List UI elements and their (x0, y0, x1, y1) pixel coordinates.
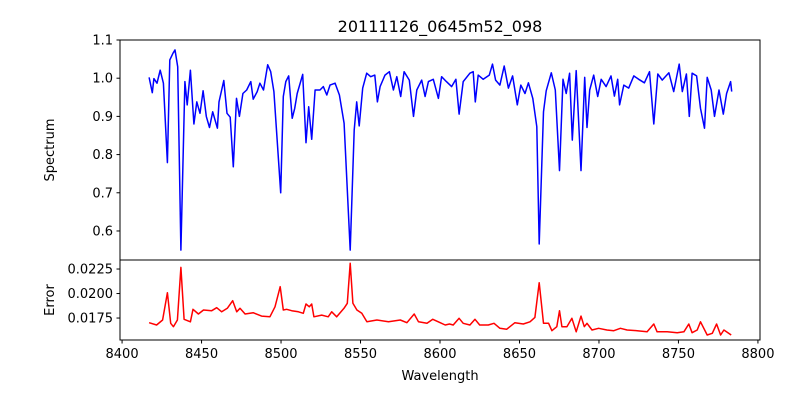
y-tick-label: 0.6 (92, 224, 113, 239)
y-tick-label: 0.8 (92, 148, 113, 163)
x-axis-label: Wavelength (401, 369, 478, 384)
error-series-line (148, 262, 732, 336)
x-tick-label: 8700 (582, 347, 615, 362)
chart-title: 20111126_0645m52_098 (338, 17, 543, 37)
x-tick-label: 8550 (344, 347, 377, 362)
y-tick-label: 0.7 (92, 186, 113, 201)
x-tick-label: 8500 (264, 347, 297, 362)
x-tick-label: 8600 (423, 347, 456, 362)
y-tick-label: 1.1 (92, 34, 113, 49)
x-tick-label: 8750 (662, 347, 695, 362)
axes-frame (119, 39, 761, 261)
error-axes: 0.0175 0.0200 0.0225 8400 8450 8500 8550 8600 86… (68, 259, 774, 362)
error-ylabel: Error (43, 284, 58, 316)
x-tick-label: 8450 (185, 347, 218, 362)
y-tick-label: 1.0 (92, 72, 113, 87)
axes-frame (119, 259, 761, 341)
spectrum-series-line (148, 49, 733, 251)
y-tick-label: 0.9 (92, 110, 113, 125)
x-tick-label: 8400 (106, 347, 139, 362)
spectrum-ylabel: Spectrum (43, 119, 58, 182)
y-tick-label: 0.0175 (68, 312, 114, 327)
spectrum-axes: 0.6 0.7 0.8 0.9 1.0 1.1 (92, 34, 761, 261)
y-tick-label: 0.0225 (68, 263, 114, 278)
x-tick-label: 8650 (503, 347, 536, 362)
y-tick-label: 0.0200 (68, 287, 114, 302)
x-tick-label: 8800 (741, 347, 774, 362)
